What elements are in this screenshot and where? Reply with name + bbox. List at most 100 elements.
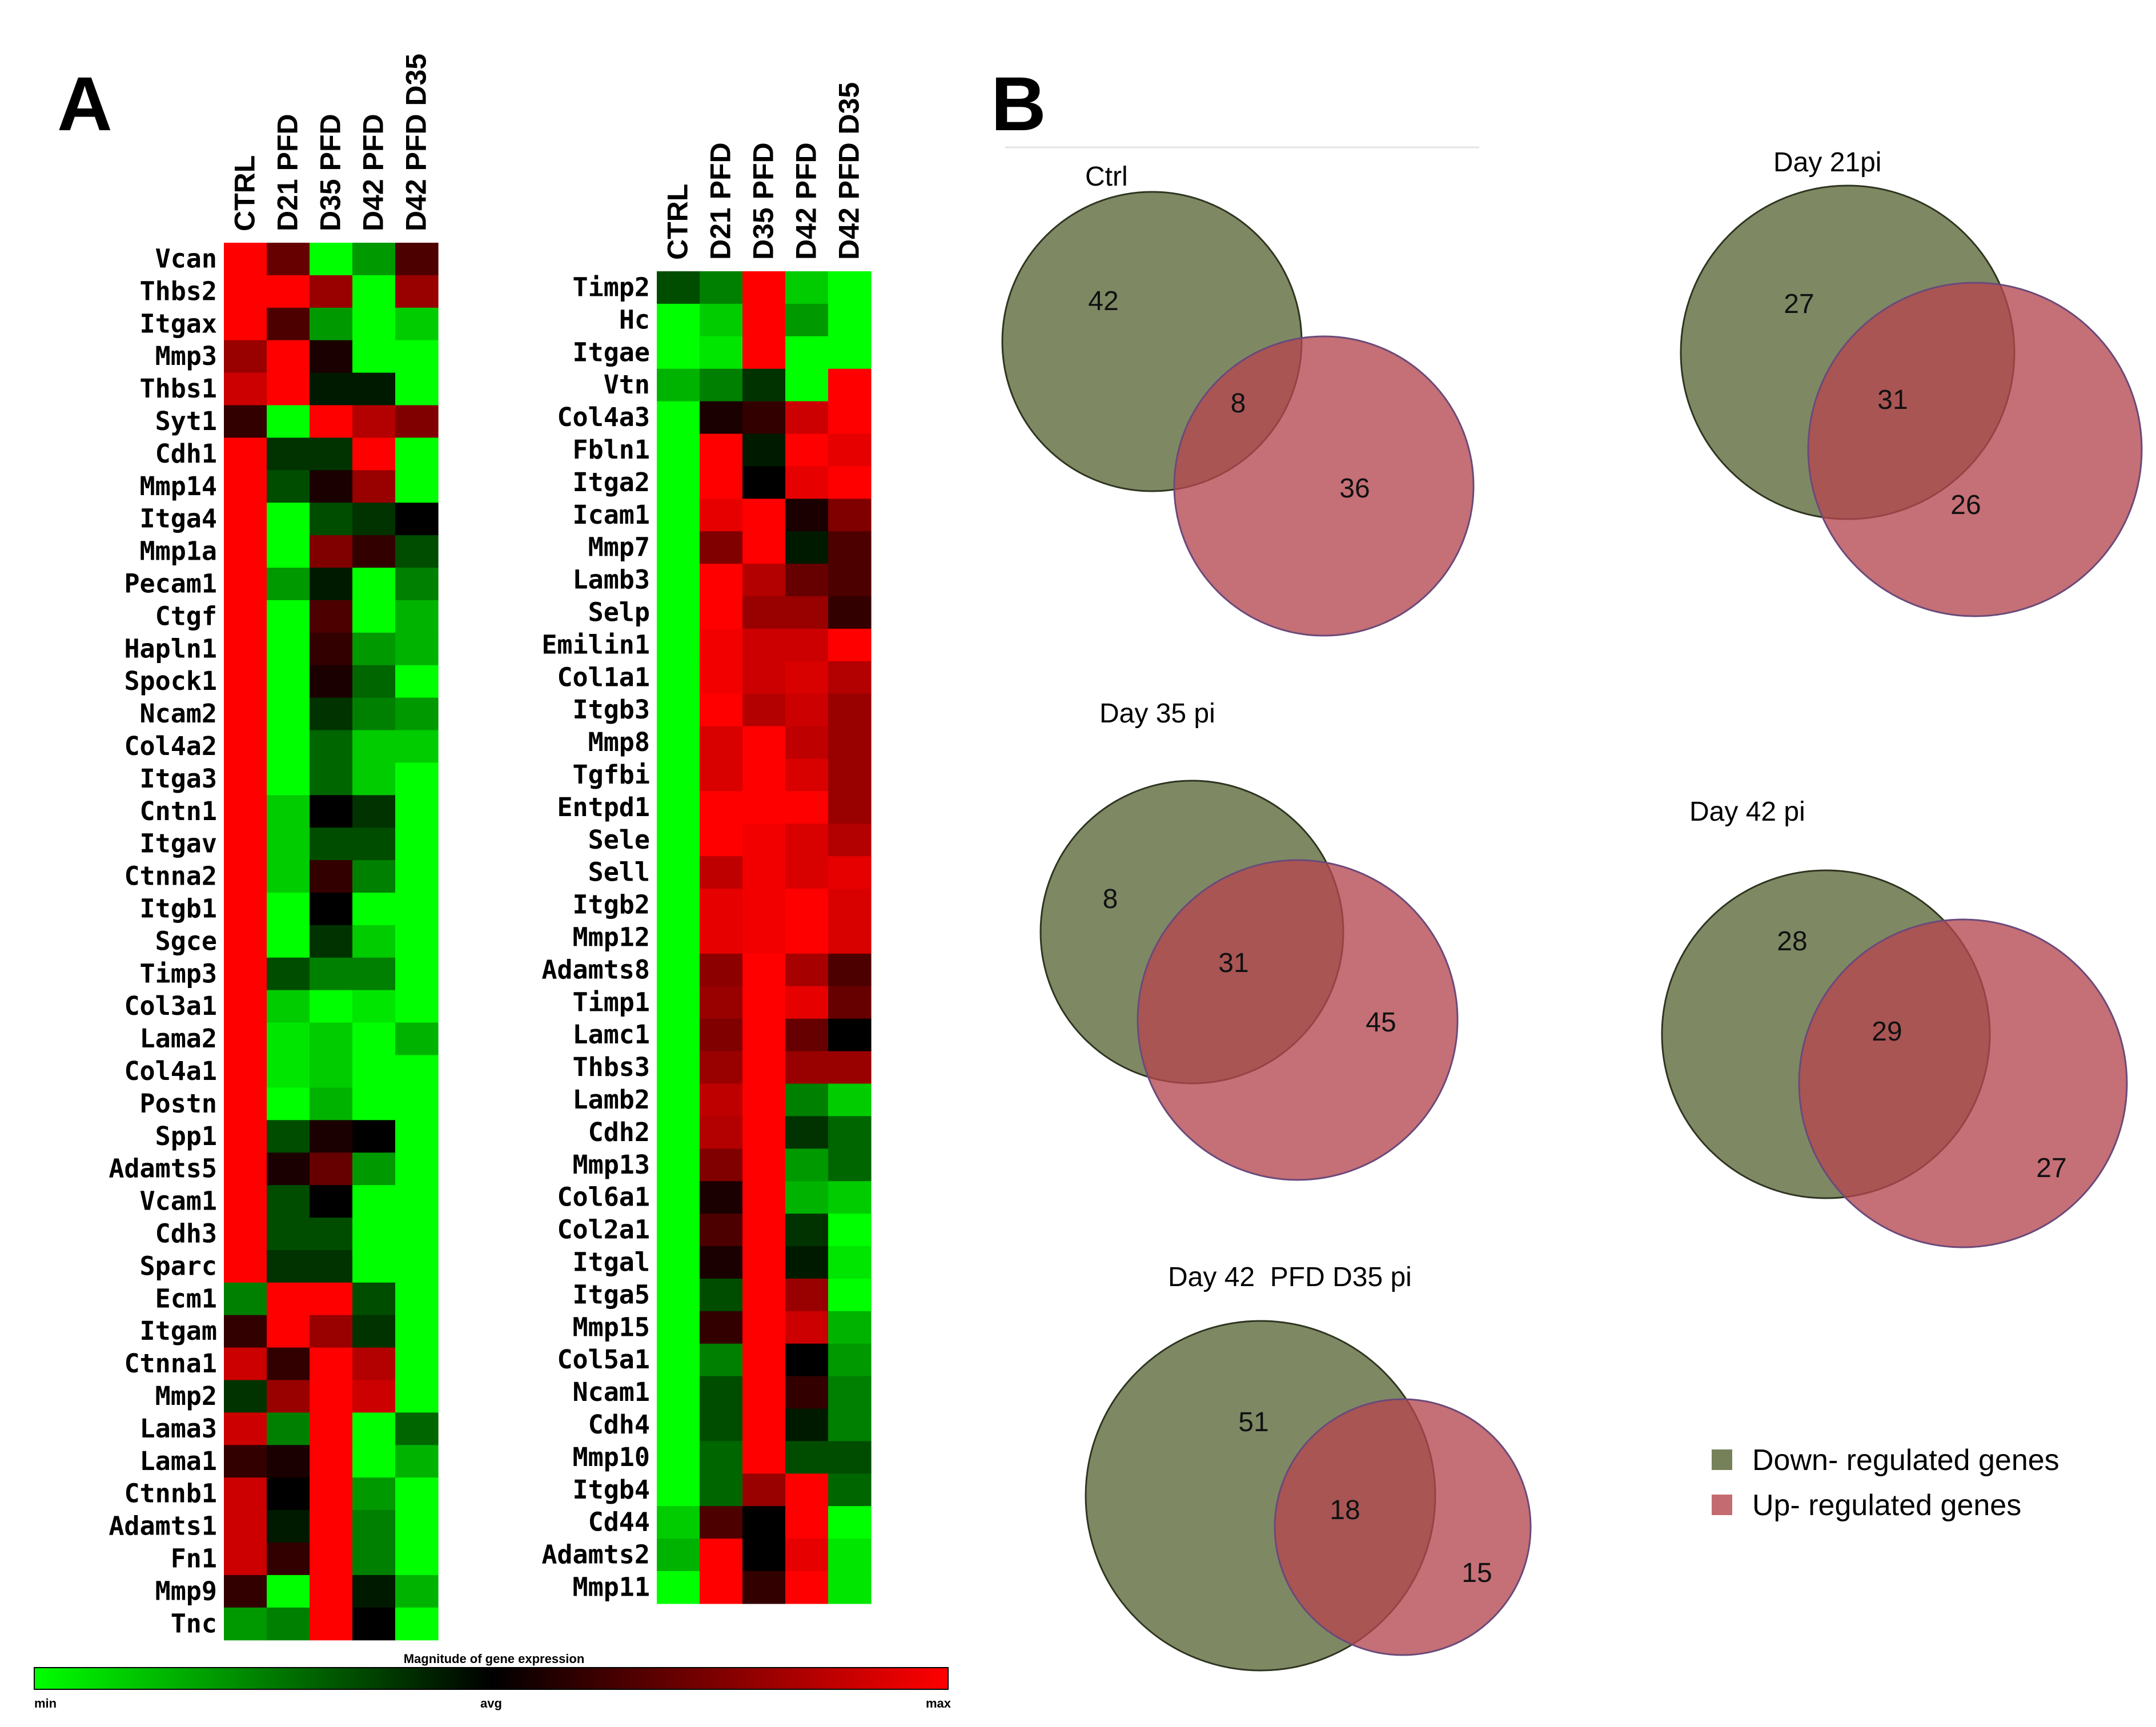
heatmap-cell [785, 564, 829, 597]
heatmap-cell [657, 336, 700, 370]
heatmap-cell [267, 405, 310, 438]
heatmap-row-label: Icam1 [573, 500, 650, 530]
heatmap-cell [267, 1087, 310, 1120]
heatmap-cell [224, 730, 267, 763]
heatmap-cell [657, 1246, 700, 1279]
heatmap-cell [310, 1543, 353, 1576]
heatmap-row-label: Col3a1 [124, 991, 217, 1021]
heatmap-cell [352, 730, 396, 763]
heatmap-cell [742, 1018, 786, 1052]
heatmap-cell [700, 368, 743, 402]
heatmap-cell [224, 535, 267, 568]
venn-overlap-count: 29 [1872, 1017, 1902, 1047]
legend-up-swatch [1712, 1495, 1732, 1515]
heatmap-cell [785, 1116, 829, 1149]
heatmap-row-label: Col4a3 [557, 402, 650, 432]
venn-day35: Day 35 pi 8 31 45 [1039, 698, 1459, 1181]
heatmap-cell [700, 1148, 743, 1182]
heatmap-row-label: Sparc [140, 1251, 217, 1281]
heatmap-row-label: Hc [619, 304, 650, 335]
heatmap-row-label: Selp [588, 597, 650, 627]
heatmap-cell [700, 1116, 743, 1149]
heatmap-cell [395, 1282, 439, 1316]
heatmap-cell [742, 856, 786, 889]
heatmap-cell [742, 271, 786, 304]
heatmap-cell [785, 466, 829, 499]
heatmap-cell [742, 531, 786, 564]
heatmap-cell [785, 1246, 829, 1279]
heatmap-cell [310, 697, 353, 731]
heatmap-cell [742, 499, 786, 532]
heatmap-cell [352, 1607, 396, 1641]
heatmap-cell [657, 661, 700, 694]
heatmap-cell [352, 697, 396, 731]
heatmap-row-label: Adamts5 [109, 1154, 217, 1184]
heatmap-cell [352, 860, 396, 893]
heatmap-cell [700, 953, 743, 987]
venn-up-circle [1137, 859, 1459, 1181]
heatmap-cell [352, 1315, 396, 1348]
heatmap-cell [352, 632, 396, 666]
venn-up-circle [1807, 282, 2143, 617]
heatmap-cell [742, 466, 786, 499]
heatmap-row-label: Ncam2 [140, 698, 217, 729]
heatmap-cell [828, 1506, 872, 1539]
venn-up-circle [1798, 918, 2128, 1248]
color-scale-title: Magnitude of gene expression [404, 1652, 585, 1666]
heatmap-cell [267, 568, 310, 601]
venn-up-count: 26 [1950, 490, 1981, 520]
heatmap-cell [352, 1510, 396, 1543]
heatmap-cell [395, 1380, 439, 1413]
heatmap-cell [310, 1022, 353, 1056]
heatmap-cell [310, 535, 353, 568]
heatmap-cell [742, 1278, 786, 1312]
heatmap-cell [224, 1218, 267, 1251]
heatmap-cell [700, 1018, 743, 1052]
heatmap-row-label: Vcam1 [140, 1186, 217, 1216]
heatmap-cell [224, 1055, 267, 1088]
heatmap-cell [742, 693, 786, 727]
heatmap-cell [657, 1408, 700, 1441]
heatmap-cell [224, 762, 267, 796]
heatmap-cell [700, 661, 743, 694]
venn-title: Day 21pi [1773, 147, 1881, 178]
heatmap-cell [310, 372, 353, 406]
heatmap-cell [224, 1543, 267, 1576]
heatmap-cell [267, 828, 310, 861]
heatmap-cell [700, 271, 743, 304]
heatmap-row-label: Itgb1 [140, 893, 217, 923]
heatmap-cell [395, 730, 439, 763]
heatmap-cell [657, 1376, 700, 1409]
heatmap-row-label: Timp3 [140, 958, 217, 989]
heatmap-cell [785, 368, 829, 402]
heatmap-row-label: Mmp1a [140, 536, 217, 567]
heatmap-cell [395, 1022, 439, 1056]
heatmap-cell [785, 433, 829, 467]
heatmap-cell [828, 758, 872, 792]
heatmap-cell [267, 665, 310, 698]
heatmap-cell [395, 1185, 439, 1218]
panel-label-b: B [991, 62, 1046, 147]
heatmap-cell [657, 1148, 700, 1182]
venn-down-count: 42 [1088, 286, 1118, 316]
heatmap-cell [700, 1051, 743, 1085]
heatmap-cell [224, 697, 267, 731]
heatmap-cell [395, 990, 439, 1023]
heatmap-cell [828, 824, 872, 857]
heatmap-cell [828, 1148, 872, 1182]
heatmap-cell [352, 1412, 396, 1445]
legend-up-label: Up- regulated genes [1752, 1489, 2021, 1522]
venn-up-count: 36 [1339, 473, 1370, 504]
heatmap-cell [700, 1181, 743, 1214]
heatmap-cell [395, 762, 439, 796]
heatmap-column-label: D35 PFD [748, 142, 780, 260]
heatmap-cell [267, 1055, 310, 1088]
heatmap-cell [657, 531, 700, 564]
heatmap-cell [224, 405, 267, 438]
heatmap-cell [785, 856, 829, 889]
heatmap-cell [828, 1343, 872, 1377]
heatmap-cell [310, 990, 353, 1023]
heatmap-cell [395, 568, 439, 601]
heatmap-row-label: Mmp12 [573, 922, 650, 952]
heatmap-cell [352, 795, 396, 828]
